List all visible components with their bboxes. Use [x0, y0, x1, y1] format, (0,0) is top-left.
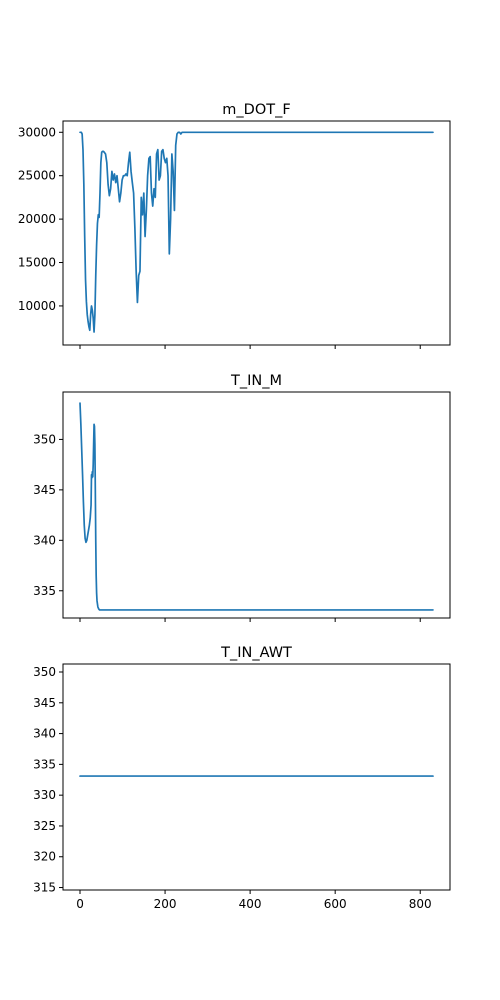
- y-tick-label: 345: [33, 483, 56, 497]
- subplot-title: T_IN_AWT: [220, 645, 292, 661]
- y-tick-label: 335: [33, 757, 56, 771]
- y-tick-label: 335: [33, 584, 56, 598]
- plot-frame: [62, 391, 451, 619]
- x-tick-label: 200: [154, 897, 177, 911]
- y-tick-label: 340: [33, 727, 56, 741]
- y-tick-label: 30000: [18, 125, 56, 139]
- subplot-title: m_DOT_F: [222, 102, 290, 118]
- y-tick-label: 10000: [18, 299, 56, 313]
- x-tick-label: 600: [324, 897, 347, 911]
- y-tick-label: 345: [33, 696, 56, 710]
- y-tick-label: 340: [33, 533, 56, 547]
- plot-frame: [62, 663, 451, 891]
- y-tick-label: 350: [33, 665, 56, 679]
- series-line-1-1: [79, 131, 434, 333]
- y-tick-label: 325: [33, 819, 56, 833]
- x-tick-label: 400: [239, 897, 262, 911]
- x-tick-label: 0: [76, 897, 84, 911]
- subplot-3: T_IN_AWT 315 320 325 330 335 340 345 350 0 200 400 6…: [33, 645, 451, 911]
- subplot-title: T_IN_M: [230, 373, 282, 389]
- x-tick-label: 800: [409, 897, 432, 911]
- y-tick-label: 25000: [18, 169, 56, 183]
- y-tick-label: 330: [33, 788, 56, 802]
- y-tick-label: 320: [33, 850, 56, 864]
- plot-frame: [62, 120, 451, 346]
- y-tick-label: 350: [33, 432, 56, 446]
- y-tick-label: 15000: [18, 256, 56, 270]
- series-line-2-1: [79, 402, 434, 611]
- subplot-1: m_DOT_F 10000 15000 20000 25000 30000: [18, 102, 451, 349]
- subplot-2: T_IN_M 335 340 345 350: [33, 373, 451, 622]
- y-tick-label: 20000: [18, 212, 56, 226]
- y-tick-label: 315: [33, 881, 56, 895]
